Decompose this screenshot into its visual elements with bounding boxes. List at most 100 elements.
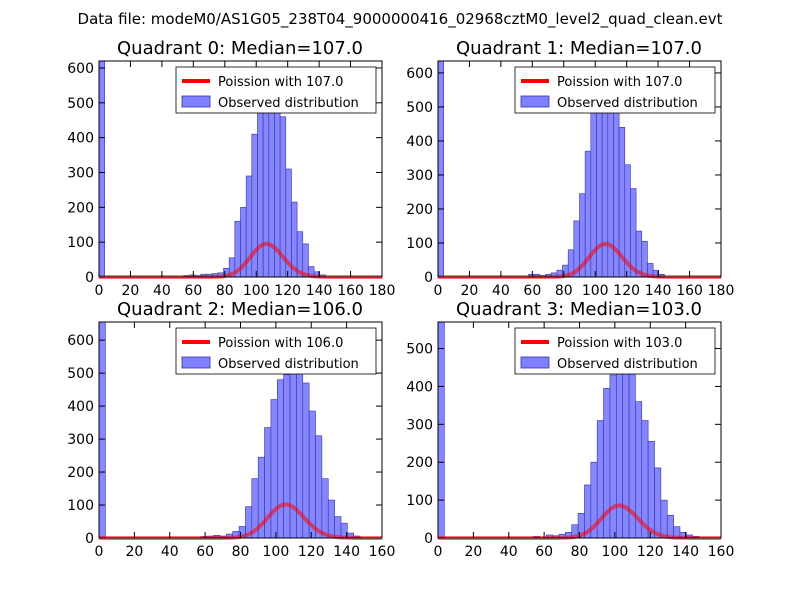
y-tick-label: 400 [406,379,433,395]
y-tick-label: 0 [424,270,433,286]
histogram-bar [647,441,655,539]
x-tick-label: 20 [461,283,479,299]
legend: Poission with 107.0 Observed distribution [175,66,377,114]
x-tick-label: 120 [637,544,664,560]
histogram-bar [98,321,106,539]
y-tick-label: 500 [406,100,433,116]
x-tick-label: 0 [95,544,104,560]
histogram-bar [437,60,444,278]
x-tick-label: 140 [306,283,333,299]
y-tick-label: 0 [85,531,94,547]
x-tick-label: 80 [555,283,573,299]
y-tick-label: 100 [67,235,94,251]
legend-label-observed: Observed distribution [557,96,698,111]
histogram-bar [641,240,648,278]
x-tick-label: 140 [645,283,672,299]
x-tick-label: 140 [333,544,360,560]
x-tick-label: 0 [95,283,104,299]
y-tick-label: 100 [406,236,433,252]
legend-label-observed: Observed distribution [218,357,359,372]
legend-label-observed: Observed distribution [218,96,359,111]
histogram-bar [437,321,445,539]
histogram-bar [609,374,617,539]
y-tick-label: 400 [406,134,433,150]
histogram-bar [666,514,674,539]
x-tick-label: 120 [274,283,301,299]
figure-suptitle: Data file: modeM0/AS1G05_238T04_90000004… [78,10,723,29]
x-tick-label: 20 [122,283,140,299]
panel-quadrant-0: Quadrant 0: Median=107.0 0 20 40 60 80 100 120… [67,38,395,299]
x-tick-label: 60 [184,283,202,299]
y-tick-label: 300 [406,417,433,433]
x-tick-label: 0 [434,283,443,299]
legend-patch-swatch [520,95,550,108]
x-tick-label: 40 [161,544,179,560]
y-tick-label: 500 [67,96,94,112]
legend-label-poisson: Poission with 107.0 [557,75,682,90]
x-tick-label: 120 [613,283,640,299]
panel-title: Quadrant 2: Median=106.0 [117,299,363,320]
x-tick-label: 60 [523,283,541,299]
legend-label-poisson: Poission with 103.0 [557,336,682,351]
x-tick-label: 100 [263,544,290,560]
histogram-bar [321,478,329,539]
x-tick-label: 160 [369,544,396,560]
y-tick-label: 0 [424,531,433,547]
y-tick-label: 300 [406,168,433,184]
histogram-bar [289,372,297,539]
axes-frame [98,60,383,278]
histogram-bar [257,105,264,278]
y-tick-label: 500 [406,342,433,358]
x-tick-label: 40 [500,544,518,560]
y-tick-label: 600 [67,333,94,349]
histogram-bar [327,499,335,539]
x-tick-label: 40 [492,283,510,299]
legend-patch-swatch [520,356,550,369]
histogram-bar [315,435,323,539]
y-tick-label: 100 [67,498,94,514]
legend-patch-swatch [181,95,211,108]
y-tick-label: 300 [67,432,94,448]
axes-frame [437,60,722,278]
y-tick-label: 200 [67,465,94,481]
legend-label-poisson: Poission with 106.0 [218,336,343,351]
x-tick-label: 120 [298,544,325,560]
histogram-bar [98,60,105,278]
x-tick-label: 100 [582,283,609,299]
y-tick-label: 200 [67,200,94,216]
legend-label-observed: Observed distribution [557,357,698,372]
y-tick-label: 500 [67,366,94,382]
y-tick-label: 400 [67,131,94,147]
panel-quadrant-2: Quadrant 2: Median=106.0 0 20 40 60 80 100 120… [67,299,395,560]
x-tick-label: 180 [708,283,735,299]
x-tick-label: 80 [232,544,250,560]
x-tick-label: 0 [434,544,443,560]
y-tick-label: 200 [406,455,433,471]
panel-quadrant-1: Quadrant 1: Median=107.0 0 20 40 60 80 100 120… [406,38,734,299]
x-tick-label: 20 [125,544,143,560]
x-tick-label: 180 [369,283,396,299]
x-tick-label: 60 [535,544,553,560]
x-tick-label: 40 [153,283,171,299]
x-tick-label: 160 [676,283,703,299]
histogram-bar [283,374,291,539]
x-tick-label: 60 [196,544,214,560]
y-tick-label: 600 [67,61,94,77]
x-tick-label: 20 [464,544,482,560]
panel-title: Quadrant 0: Median=107.0 [117,38,363,59]
legend-patch-swatch [181,356,211,369]
histogram-bar [601,103,609,278]
legend: Poission with 106.0 Observed distribution [175,327,377,375]
histogram-bar [308,410,316,539]
legend: Poission with 103.0 Observed distribution [514,327,716,375]
x-tick-label: 140 [672,544,699,560]
panel-title: Quadrant 3: Median=103.0 [456,299,702,320]
panel-quadrant-3: Quadrant 3: Median=103.0 0 20 40 60 80 100 120… [406,299,734,560]
x-tick-label: 160 [708,544,735,560]
y-tick-label: 400 [67,399,94,415]
y-tick-label: 100 [406,493,433,509]
y-tick-label: 0 [85,270,94,286]
x-tick-label: 100 [602,544,629,560]
x-tick-label: 160 [337,283,364,299]
